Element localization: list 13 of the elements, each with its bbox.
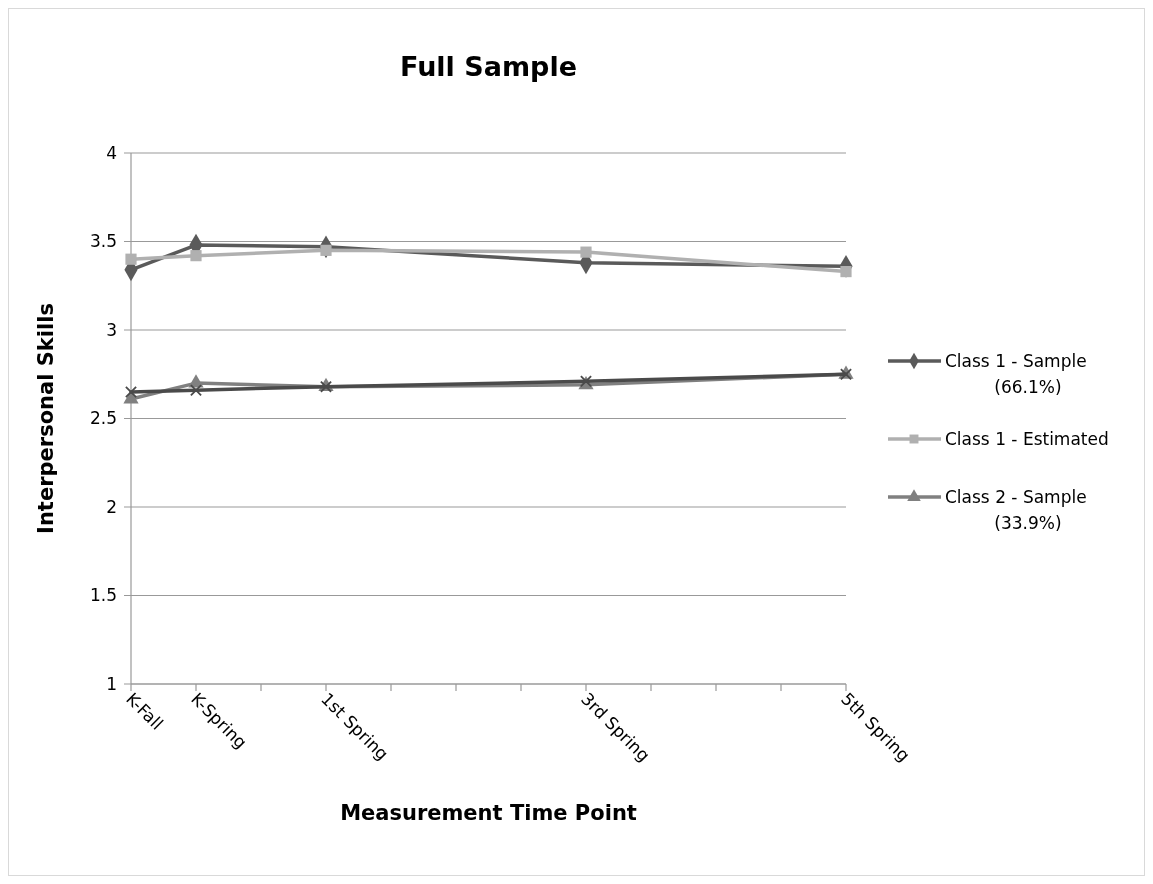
legend-label: Class 1 - Estimated: [945, 428, 1109, 449]
y-tick-label: 2: [106, 496, 117, 517]
chart-title: Full Sample: [400, 51, 577, 82]
legend-label: Class 1 - Sample (66.1%): [945, 350, 1087, 397]
y-tick-label: 3: [106, 319, 117, 340]
y-tick-label: 3.5: [89, 231, 117, 252]
y-axis-title: Interpersonal Skills: [34, 303, 58, 534]
x-axis-title: Measurement Time Point: [340, 801, 637, 825]
y-tick-label: 4: [106, 142, 117, 163]
y-tick-label: 1.5: [89, 585, 117, 606]
legend-label: Class 2 - Sample (33.9%): [945, 486, 1087, 533]
y-tick-label: 1: [106, 673, 117, 694]
y-tick-label: 2.5: [89, 408, 117, 429]
